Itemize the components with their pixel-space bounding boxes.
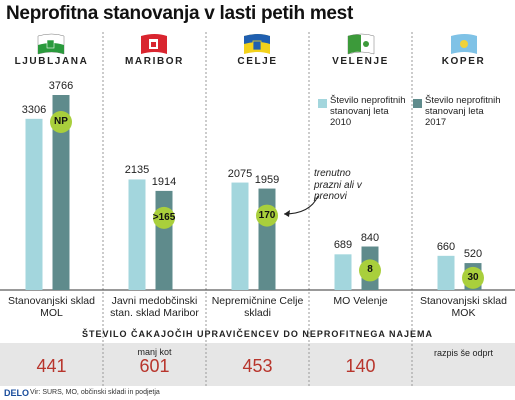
value-label: 840 (360, 231, 380, 244)
value-label: 2135 (124, 164, 150, 177)
value-label: 3306 (21, 103, 47, 116)
city-name: CELJE (237, 56, 278, 67)
waiting-note: razpis še odprt (433, 348, 494, 358)
city-name: LJUBLJANA (14, 56, 89, 67)
waiting-value: 441 (36, 356, 67, 376)
value-label: 689 (333, 239, 353, 252)
owner-label: Nepremičnine Celje skladi (211, 295, 304, 320)
city-name: MARIBOR (125, 56, 184, 67)
vacant-badge (50, 111, 72, 133)
flag-koper (451, 34, 477, 54)
vacant-label: >165 (152, 211, 176, 223)
value-label: 2075 (227, 167, 253, 180)
legend-label: Število neprofitnih stanovanj leta 2017 (425, 95, 501, 128)
bar (25, 118, 43, 290)
value-label: 3766 (48, 80, 74, 92)
vacant-label: 30 (467, 271, 479, 283)
legend-swatch (318, 99, 327, 108)
vacant-label: NP (54, 116, 68, 127)
vacant-badge (359, 259, 381, 282)
flag-celje (244, 34, 270, 54)
bar (437, 255, 455, 290)
value-label: 520 (463, 248, 483, 261)
bar (231, 182, 249, 290)
footer-brand: DELO (4, 388, 30, 398)
bar (258, 188, 276, 290)
bar (52, 95, 70, 290)
city-name: VELENJE (332, 56, 389, 67)
owner-label: Stanovanjski sklad MOL (8, 295, 95, 320)
vacant-label: 170 (258, 209, 276, 221)
vacant-badge (153, 206, 175, 229)
legend-label: Število neprofitnih stanovanj leta 2010 (330, 95, 406, 128)
annotation: trenutno prazni ali v prenovi (314, 168, 362, 202)
bar (334, 254, 352, 290)
waiting-prefix: manj kot (137, 347, 172, 357)
waiting-value: 140 (345, 356, 376, 376)
legend-swatch (413, 99, 422, 108)
waiting-value: 453 (242, 356, 273, 376)
chart-title: Neprofitna stanovanja v lasti petih mest (6, 3, 353, 24)
city-name: KOPER (441, 56, 486, 67)
vacant-badge (462, 266, 484, 289)
value-label: 1959 (254, 173, 280, 186)
flag-velenje (347, 33, 375, 55)
owner-label: Javni medobčinski stan. sklad Maribor (110, 295, 199, 320)
vacant-badge (256, 204, 278, 227)
value-label: 1914 (151, 175, 177, 188)
annotation-arrowhead (284, 210, 290, 217)
owner-label: MO Velenje (333, 295, 388, 307)
bar (155, 190, 173, 290)
waiting-band (0, 343, 515, 386)
owner-label: Stanovanjski sklad MOK (420, 295, 507, 320)
column-dividers (102, 32, 413, 386)
waiting-title: ŠTEVILO ČAKAJOČIH UPRAVIČENCEV DO NEPROF… (81, 329, 434, 339)
value-label: 660 (436, 240, 456, 253)
flag-ljubljana (37, 33, 65, 55)
vacant-label: 8 (367, 264, 373, 276)
bar (128, 179, 146, 290)
footer-source: Vir: SURS, MO, občinski skladi in podjet… (30, 389, 160, 396)
flag-maribor (141, 34, 167, 54)
waiting-value: 601 (139, 356, 170, 376)
